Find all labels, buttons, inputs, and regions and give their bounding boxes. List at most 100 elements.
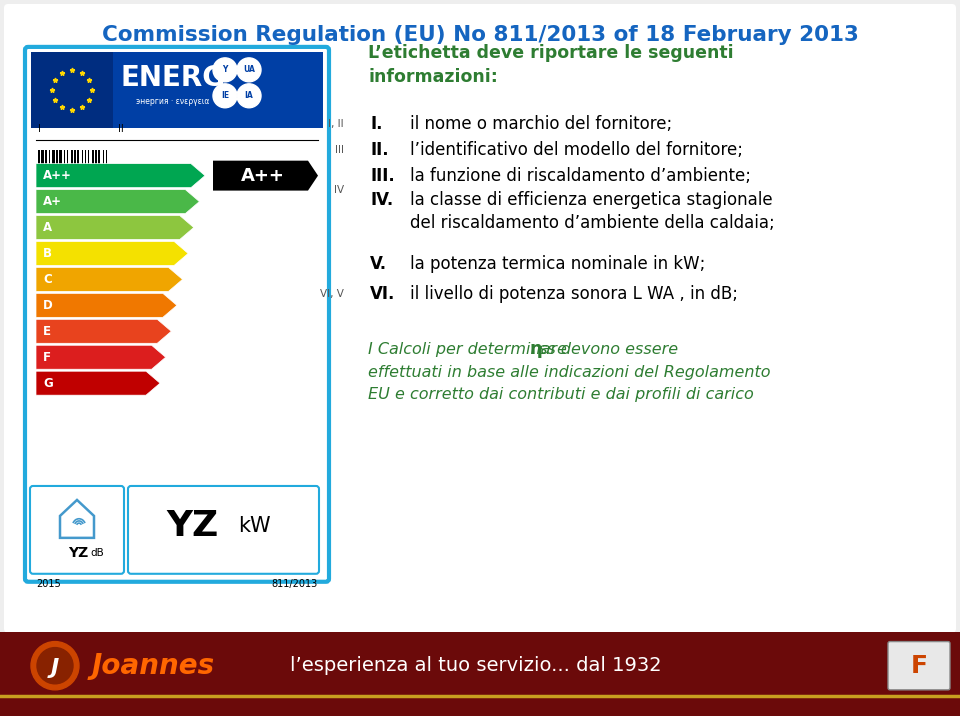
Polygon shape xyxy=(36,294,177,317)
Text: ss devono essere: ss devono essere xyxy=(540,342,679,357)
Circle shape xyxy=(237,58,261,82)
Text: I: I xyxy=(38,124,41,134)
Text: A++: A++ xyxy=(43,169,72,182)
Circle shape xyxy=(213,58,237,82)
Text: IA: IA xyxy=(245,92,253,100)
Bar xyxy=(98,150,100,175)
Bar xyxy=(40,150,41,175)
FancyBboxPatch shape xyxy=(25,47,329,582)
Text: η: η xyxy=(529,340,542,358)
Bar xyxy=(58,150,59,175)
Bar xyxy=(74,150,76,175)
Bar xyxy=(67,150,68,175)
FancyBboxPatch shape xyxy=(4,4,956,633)
Text: I Calcoli per determinare: I Calcoli per determinare xyxy=(368,342,572,357)
Bar xyxy=(89,150,92,175)
Text: I.: I. xyxy=(370,115,382,132)
Text: VI, V: VI, V xyxy=(320,289,344,299)
Text: II.: II. xyxy=(370,140,389,159)
Polygon shape xyxy=(36,268,182,291)
Text: IV.: IV. xyxy=(370,190,394,208)
Text: D: D xyxy=(43,299,53,312)
Circle shape xyxy=(213,84,237,108)
Text: F: F xyxy=(43,351,51,364)
Text: kW: kW xyxy=(238,516,271,536)
Bar xyxy=(104,150,106,175)
Text: E: E xyxy=(43,325,51,338)
Text: la potenza termica nominale in kW;: la potenza termica nominale in kW; xyxy=(410,256,706,274)
Bar xyxy=(103,150,104,175)
Text: L’etichetta deve riportare le seguenti: L’etichetta deve riportare le seguenti xyxy=(368,44,733,62)
Bar xyxy=(31,52,113,127)
Polygon shape xyxy=(36,164,205,188)
Bar xyxy=(71,150,73,175)
FancyBboxPatch shape xyxy=(128,486,319,574)
Bar xyxy=(56,150,58,175)
Bar xyxy=(62,150,64,175)
Text: informazioni:: informazioni: xyxy=(368,68,498,86)
Text: A++: A++ xyxy=(241,167,284,185)
Text: A: A xyxy=(43,221,52,234)
Bar xyxy=(82,150,83,175)
Bar xyxy=(106,150,107,175)
Text: 2015: 2015 xyxy=(36,579,60,589)
Polygon shape xyxy=(36,241,188,266)
Bar xyxy=(55,150,56,175)
Text: YZ: YZ xyxy=(167,509,219,543)
Text: la funzione di riscaldamento d’ambiente;: la funzione di riscaldamento d’ambiente; xyxy=(410,167,751,185)
Bar xyxy=(92,150,94,175)
Text: ENERG: ENERG xyxy=(121,64,226,92)
Circle shape xyxy=(31,642,79,690)
Bar xyxy=(77,150,79,175)
Bar xyxy=(100,150,103,175)
Text: del riscaldamento d’ambiente della caldaia;: del riscaldamento d’ambiente della calda… xyxy=(410,213,775,231)
Bar xyxy=(73,150,74,175)
Bar xyxy=(49,150,50,175)
Bar xyxy=(65,150,67,175)
Bar xyxy=(83,150,85,175)
Text: 811/2013: 811/2013 xyxy=(272,579,318,589)
Bar xyxy=(41,150,44,175)
Text: EU e corretto dai contributi e dai profili di carico: EU e corretto dai contributi e dai profi… xyxy=(368,387,754,402)
Bar xyxy=(45,150,47,175)
Bar xyxy=(85,150,86,175)
Text: Joannes: Joannes xyxy=(92,652,215,679)
Text: VI.: VI. xyxy=(370,286,396,304)
Text: l’esperienza al tuo servizio... dal 1932: l’esperienza al tuo servizio... dal 1932 xyxy=(290,656,661,675)
Bar xyxy=(107,150,109,175)
Text: II: II xyxy=(118,124,124,134)
Bar xyxy=(94,150,95,175)
Circle shape xyxy=(37,647,73,684)
Text: энергия · ενεργεια: энергия · ενεργεια xyxy=(136,97,209,106)
Text: C: C xyxy=(43,273,52,286)
Bar xyxy=(50,150,52,175)
Bar xyxy=(64,150,65,175)
FancyBboxPatch shape xyxy=(30,486,124,574)
FancyBboxPatch shape xyxy=(888,642,950,690)
Polygon shape xyxy=(36,345,166,369)
Bar xyxy=(59,150,62,175)
Bar xyxy=(88,150,89,175)
Bar xyxy=(95,150,97,175)
Text: III.: III. xyxy=(370,167,395,185)
Text: J: J xyxy=(51,658,60,678)
Text: V.: V. xyxy=(370,256,387,274)
Polygon shape xyxy=(36,190,200,213)
Text: F: F xyxy=(910,654,927,678)
Text: il livello di potenza sonora L WA , in dB;: il livello di potenza sonora L WA , in d… xyxy=(410,286,738,304)
Polygon shape xyxy=(36,371,160,395)
Bar xyxy=(86,150,88,175)
Text: IV: IV xyxy=(334,185,344,195)
Text: Y: Y xyxy=(223,65,228,74)
Bar xyxy=(47,150,49,175)
Polygon shape xyxy=(36,319,171,343)
Polygon shape xyxy=(213,160,318,190)
Bar xyxy=(97,150,98,175)
Text: YZ: YZ xyxy=(68,546,88,560)
Bar xyxy=(38,150,40,175)
Bar xyxy=(31,52,323,127)
Text: dB: dB xyxy=(90,548,104,558)
Text: effettuati in base alle indicazioni del Regolamento: effettuati in base alle indicazioni del … xyxy=(368,364,771,379)
Bar xyxy=(79,150,82,175)
Polygon shape xyxy=(36,216,194,239)
